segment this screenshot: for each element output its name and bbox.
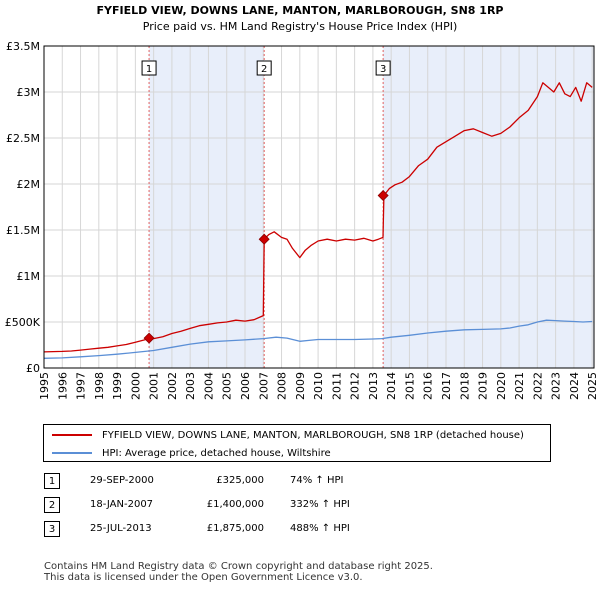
y-tick-label: £1.5M <box>6 224 40 237</box>
y-tick-label: £0 <box>26 362 40 375</box>
x-tick-label: 1999 <box>111 372 124 400</box>
y-tick-label: £2.5M <box>6 132 40 145</box>
sale-point <box>377 189 389 202</box>
y-tick-label: £3.5M <box>6 40 40 53</box>
x-tick-label: 2005 <box>221 372 234 400</box>
footer-licence: This data is licensed under the Open Gov… <box>44 572 363 583</box>
sale-marker-box <box>141 60 157 76</box>
table-row: 1 29-SEP-2000 £325,000 74% ↑ HPI <box>44 473 564 497</box>
x-tick-label: 2015 <box>403 372 416 400</box>
legend-item-price: FYFIELD VIEW, DOWNS LANE, MANTON, MARLBO… <box>52 426 524 444</box>
x-tick-label: 2019 <box>477 372 490 400</box>
x-tick-label: 2020 <box>495 372 508 400</box>
table-row: 3 25-JUL-2013 £1,875,000 488% ↑ HPI <box>44 521 564 545</box>
transaction-number: 1 <box>44 473 60 489</box>
transaction-price: £325,000 <box>216 475 264 486</box>
x-tick-label: 2024 <box>568 372 581 400</box>
x-tick-label: 2017 <box>440 372 453 400</box>
sale-marker-box <box>375 60 391 76</box>
y-tick-label: £1M <box>17 270 41 283</box>
transactions-table: 1 29-SEP-2000 £325,000 74% ↑ HPI 2 18-JA… <box>44 473 564 545</box>
sale-marker-label: 2 <box>261 64 267 75</box>
y-tick-label: £500K <box>5 316 41 329</box>
x-tick-label: 2004 <box>202 372 215 400</box>
x-tick-label: 2021 <box>513 372 526 400</box>
x-tick-label: 2016 <box>422 372 435 400</box>
x-tick-label: 2011 <box>330 372 343 400</box>
transaction-hpi: 74% ↑ HPI <box>290 475 344 486</box>
y-tick-label: £3M <box>17 86 41 99</box>
footer-copyright: Contains HM Land Registry data © Crown c… <box>44 561 433 572</box>
x-tick-label: 1995 <box>38 372 51 400</box>
shaded-band <box>149 46 265 368</box>
footer: Contains HM Land Registry data © Crown c… <box>44 561 433 583</box>
x-tick-label: 2009 <box>294 372 307 400</box>
price-chart: 1 2 3 £0 £500K £1M £1.5M £2M £2.5M £3M £3.5M 1995 1… <box>5 4 599 400</box>
x-tick-label: 2002 <box>166 372 179 400</box>
hpi-line <box>43 319 593 359</box>
transaction-hpi: 488% ↑ HPI <box>290 523 350 534</box>
transaction-date: 18-JAN-2007 <box>90 499 154 510</box>
table-row: 2 18-JAN-2007 £1,400,000 332% ↑ HPI <box>44 497 564 521</box>
legend-label-price: FYFIELD VIEW, DOWNS LANE, MANTON, MARLBO… <box>102 429 524 441</box>
transaction-number: 2 <box>44 497 60 513</box>
transaction-price: £1,400,000 <box>206 499 264 510</box>
sale-point <box>258 233 270 245</box>
transaction-number: 3 <box>44 521 60 537</box>
plot-frame <box>43 45 595 369</box>
x-tick-label: 2008 <box>276 372 289 400</box>
transaction-price: £1,875,000 <box>206 523 264 534</box>
x-tick-label: 2022 <box>531 372 544 400</box>
x-tick-label: 1996 <box>56 372 69 400</box>
x-tick-label: 2012 <box>349 372 362 400</box>
chart-subtitle: Price paid vs. HM Land Registry's House … <box>143 20 458 33</box>
x-tick-label: 2014 <box>385 372 398 400</box>
sale-point <box>143 332 155 344</box>
sale-marker-label: 1 <box>146 64 152 75</box>
chart-title: FYFIELD VIEW, DOWNS LANE, MANTON, MARLBO… <box>97 4 504 17</box>
x-tick-label: 2003 <box>184 372 197 400</box>
shaded-band <box>383 46 594 368</box>
sale-marker-label: 3 <box>380 64 386 75</box>
x-tick-label: 2000 <box>129 372 142 400</box>
x-tick-label: 2010 <box>312 372 325 400</box>
legend-swatch-hpi <box>52 452 92 454</box>
legend-swatch-price <box>52 434 92 436</box>
y-tick-label: £2M <box>17 178 41 191</box>
x-tick-label: 2025 <box>586 372 599 400</box>
x-tick-label: 1998 <box>93 372 106 400</box>
sale-marker-box <box>256 60 272 76</box>
transaction-date: 25-JUL-2013 <box>90 523 152 534</box>
x-tick-label: 1997 <box>75 372 88 400</box>
x-tick-label: 2001 <box>148 372 161 400</box>
legend-label-hpi: HPI: Average price, detached house, Wilt… <box>102 447 331 459</box>
chart-legend: FYFIELD VIEW, DOWNS LANE, MANTON, MARLBO… <box>43 424 551 462</box>
x-tick-label: 2013 <box>367 372 380 400</box>
x-tick-label: 2007 <box>257 372 270 400</box>
x-tick-label: 2018 <box>458 372 471 400</box>
legend-item-hpi: HPI: Average price, detached house, Wilt… <box>52 444 331 462</box>
transaction-date: 29-SEP-2000 <box>90 475 154 486</box>
x-tick-label: 2023 <box>550 372 563 400</box>
transaction-hpi: 332% ↑ HPI <box>290 499 350 510</box>
x-tick-label: 2006 <box>239 372 252 400</box>
